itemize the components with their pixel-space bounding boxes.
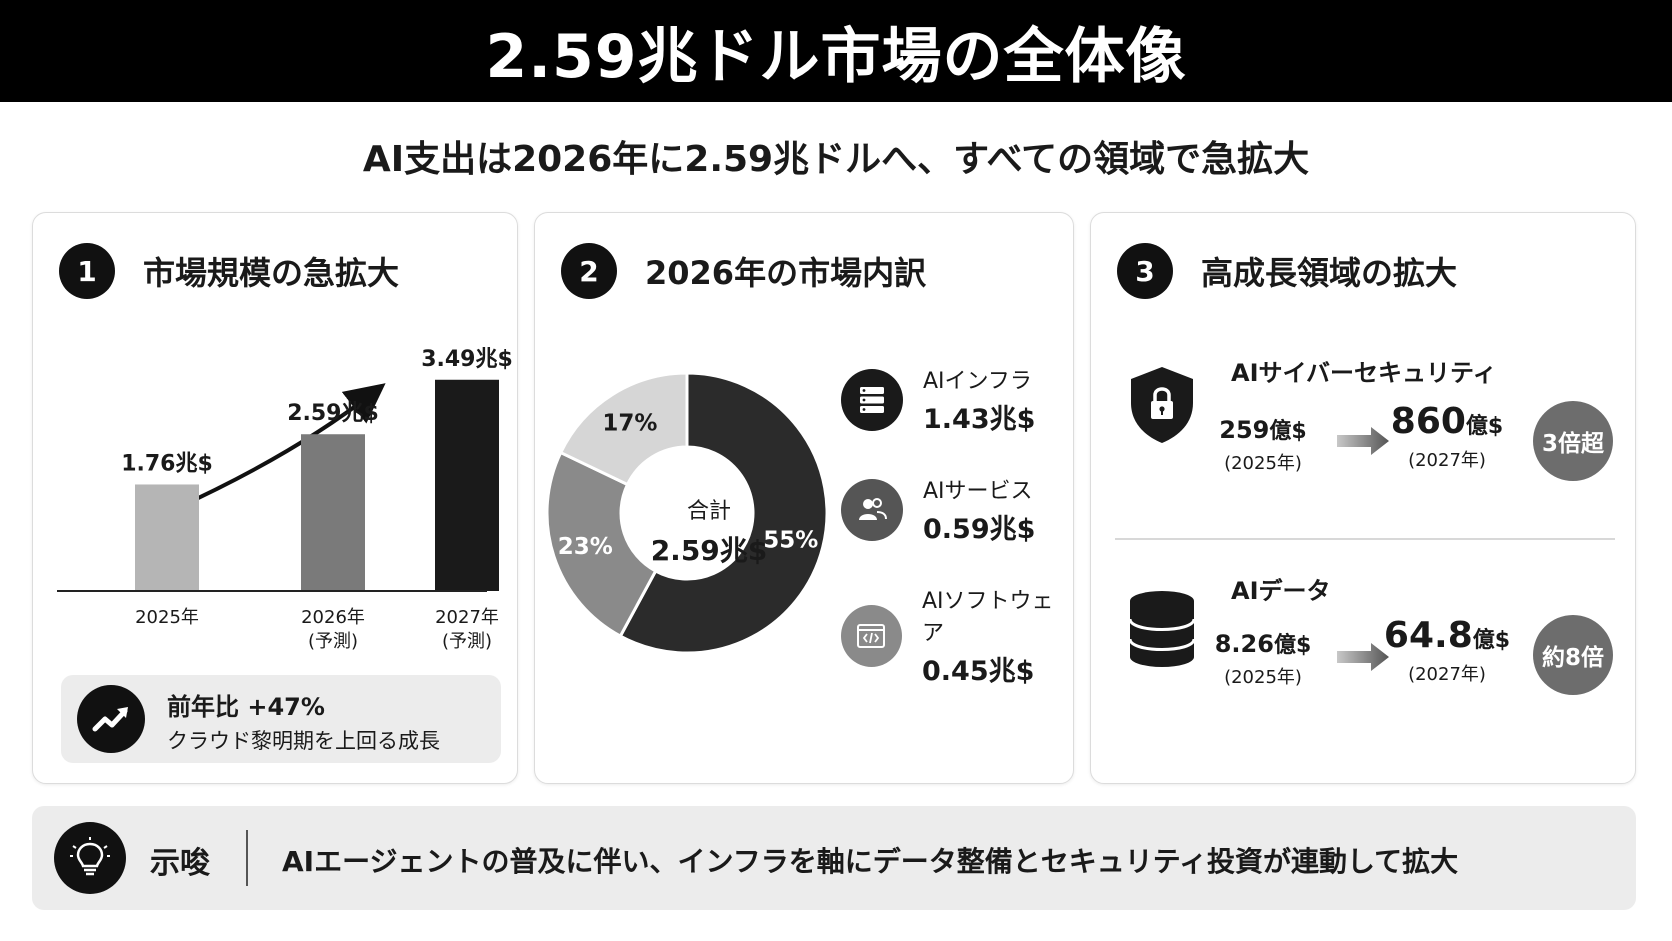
to-value: 64.8 [1383,615,1473,656]
trend-up-icon [77,685,145,753]
to-year: (2027年) [1408,664,1486,685]
segment-name: AIデータ [1231,577,1331,605]
page-subtitle: AI支出は2026年に2.59兆ドルへ、すべての領域で急拡大 [362,139,1310,180]
market-breakdown-donut-chart: 55% 23% 17% [547,371,829,655]
code-window-icon [841,604,902,667]
section-number-badge: 2 [561,243,617,299]
to-year: (2027年) [1408,450,1486,471]
growth-callout: 前年比 +47% クラウド黎明期を上回る成長 [61,675,501,763]
bar-1 [135,484,199,591]
legend-value: 0.59兆$ [923,514,1036,545]
legend-value: 0.45兆$ [921,656,1035,687]
panel-title: 市場規模の急拡大 [143,254,400,292]
implication-separator [246,830,248,886]
from-unit: 億$ [1269,419,1307,444]
page-title: 2.59兆ドル市場の全体像 [0,0,1672,102]
x-tick-label: (予測) [308,631,358,652]
growth-note: クラウド黎明期を上回る成長 [167,729,440,753]
panel-header: 3 高成長領域の拡大 [1117,243,1457,299]
segment-from: 259億$ (2025年) [1203,413,1323,475]
database-icon [1127,589,1197,673]
segment-name: AIサイバーセキュリティ [1231,359,1497,387]
segment-from: 8.26億$ (2025年) [1203,627,1323,689]
bar-2 [301,434,365,591]
section-number-badge: 1 [59,243,115,299]
donut-center-label: 合計 [686,499,731,524]
market-size-bar-chart: 1.76兆$ 2025年 2.59兆$ 2026年 (予測) 3.49兆$ 2027年 (予測… [57,347,513,652]
shield-lock-icon [1127,365,1197,449]
legend-item-ai-services: AIサービス 0.59兆$ [841,473,1035,546]
legend-item-ai-software: AIソフトウェア 0.45兆$ [841,583,1073,688]
donut-slice-1 [618,371,829,655]
panel-title: 高成長領域の拡大 [1201,254,1458,292]
x-tick-label: 2027年 [435,607,499,628]
panel-title: 2026年の市場内訳 [645,254,927,292]
bar-data-label: 2.59兆$ [287,401,379,426]
bar-3 [435,379,499,591]
donut-center-value: 2.59兆$ [650,534,768,567]
legend-item-ai-infra: AIインフラ 1.43兆$ [841,363,1035,436]
panel-header: 2 2026年の市場内訳 [561,243,926,299]
implication-label: 示唆 [150,846,210,881]
implication-text: AIエージェントの普及に伴い、インフラを軸にデータ整備とセキュリティ投資が連動し… [282,845,1459,878]
legend-name: AIソフトウェア [921,589,1054,646]
from-year: (2025年) [1224,453,1302,474]
bar-data-label: 3.49兆$ [421,347,513,372]
slice-percent-label: 55% [763,527,818,553]
arrow-right-icon [1337,427,1389,455]
panel-header: 1 市場規模の急拡大 [59,243,399,299]
donut-slice-3 [558,371,689,487]
slice-percent-label: 17% [602,410,657,436]
lightbulb-icon [54,822,126,894]
x-tick-label: 2025年 [135,607,199,628]
from-unit: 億$ [1273,633,1312,658]
growth-rate: 前年比 +47% [167,693,325,721]
x-tick-label: 2026年 [301,607,365,628]
section-divider [1115,538,1615,540]
legend-name: AIインフラ [923,369,1032,394]
segment-to: 860億$ (2027年) [1367,401,1527,472]
donut-center: 合計 2.59兆$ [643,493,775,569]
server-icon [841,368,903,431]
from-value: 259 [1219,416,1270,444]
from-year: (2025年) [1224,667,1302,688]
bar-data-label: 1.76兆$ [121,451,213,476]
from-value: 8.26 [1214,630,1274,658]
arrow-right-icon [1337,643,1389,671]
segment-to: 64.8億$ (2027年) [1367,615,1527,686]
legend-name: AIサービス [923,479,1033,504]
multiplier-badge: 3倍超 [1533,401,1613,481]
implication-bar: 示唆 AIエージェントの普及に伴い、インフラを軸にデータ整備とセキュリティ投資が… [32,806,1636,910]
x-tick-label: (予測) [442,631,492,652]
section-number-badge: 3 [1117,243,1173,299]
market-breakdown-panel: 2 2026年の市場内訳 55% 23% 17% 合計 2.59兆$ AIインフラ … [534,212,1074,784]
legend-value: 1.43兆$ [923,404,1036,435]
people-icon [841,478,903,541]
market-size-panel: 1 市場規模の急拡大 1.76兆$ 2025年 2.59兆$ 2026年 (予測) 3.4… [32,212,518,784]
high-growth-panel: 3 高成長領域の拡大 AIサイバーセキュリティ 259億$ (2025年) 86… [1090,212,1636,784]
slice-percent-label: 23% [558,534,613,560]
multiplier-badge: 約8倍 [1533,615,1613,695]
donut-slice-2 [547,450,658,639]
to-value: 860 [1390,401,1466,442]
to-unit: 億$ [1472,628,1511,653]
to-unit: 億$ [1465,414,1504,439]
